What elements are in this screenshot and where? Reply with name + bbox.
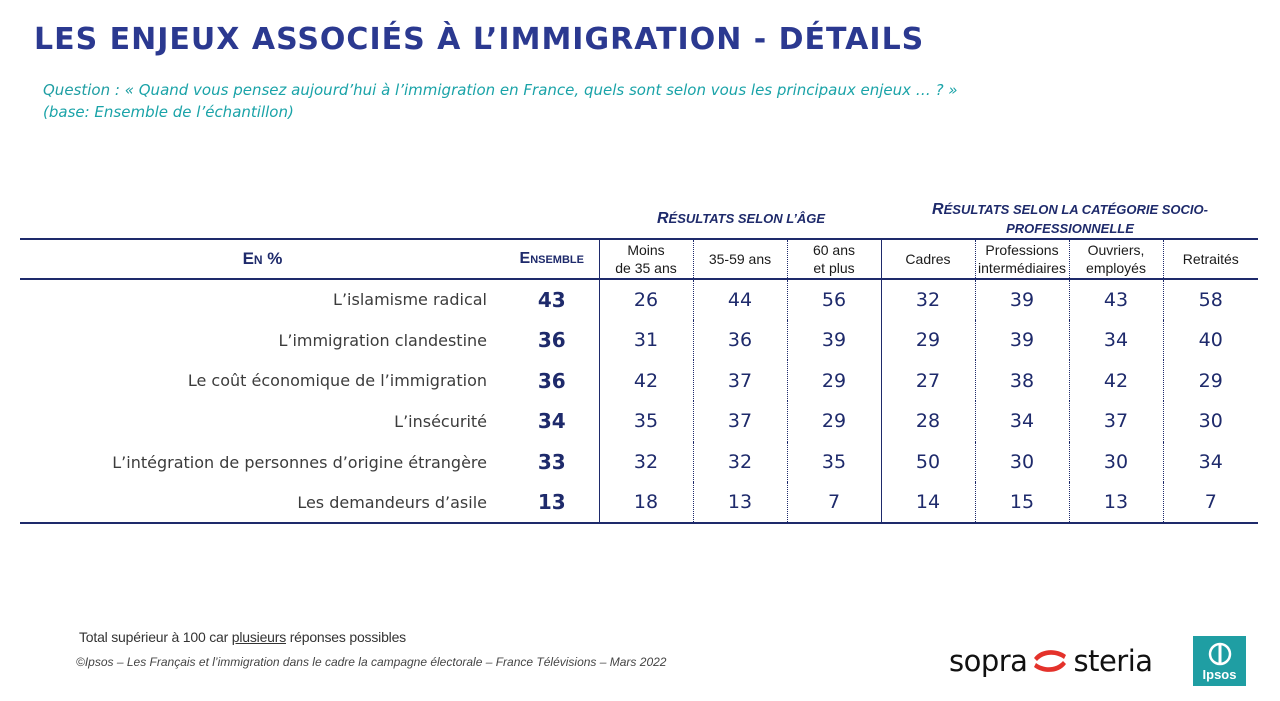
- cell-value: 37: [692, 401, 787, 442]
- cell-value: 7: [1162, 482, 1258, 524]
- table-row: Les demandeurs d’asile 13 18 13 7 14 15 …: [20, 482, 1258, 524]
- question-open-quote: «: [124, 81, 134, 99]
- cell-value: 34: [1162, 441, 1258, 483]
- cell-ensemble: 36: [537, 328, 566, 353]
- cell-value: 29: [1162, 360, 1258, 402]
- header-ensemble: Ensemble: [519, 250, 584, 267]
- cell-value: 15: [974, 482, 1069, 524]
- cell-value: 18: [598, 482, 693, 524]
- header-col-cadres: Cadres: [880, 239, 975, 279]
- cell-value: 28: [880, 401, 975, 442]
- group-header-age: Résultats selon l’âge: [600, 209, 882, 228]
- cell-value: 39: [786, 319, 881, 361]
- cell-value: 14: [880, 482, 975, 524]
- cell-value: 32: [692, 441, 787, 483]
- row-label: Le coût économique de l’immigration: [187, 371, 487, 391]
- header-col-35-59: 35-59 ans: [692, 239, 787, 279]
- table-row: L’islamisme radical 43 26 44 56 32 39 43…: [20, 279, 1258, 320]
- cell-value: 27: [880, 360, 975, 402]
- cell-value: 44: [692, 279, 787, 320]
- group-age-initial: R: [656, 210, 669, 227]
- cell-value: 39: [974, 319, 1069, 361]
- sopra-text: sopra: [949, 644, 1028, 678]
- cell-value: 31: [598, 319, 693, 361]
- cell-value: 40: [1162, 319, 1258, 361]
- cell-value: 36: [692, 319, 787, 361]
- cell-value: 29: [786, 401, 881, 442]
- cell-value: 38: [974, 360, 1069, 402]
- cell-value: 29: [880, 319, 975, 361]
- cell-value: 56: [786, 279, 881, 320]
- header-col-retraites: Retraités: [1162, 239, 1258, 279]
- cell-value: 32: [598, 441, 693, 483]
- row-label: L’insécurité: [394, 411, 487, 431]
- header-col-professions: Professions intermédiaires: [974, 239, 1069, 279]
- cell-value: 30: [1162, 401, 1258, 442]
- header-col-60-plus: 60 ans et plus: [786, 239, 881, 279]
- row-label: L’islamisme radical: [333, 290, 487, 310]
- cell-value: 50: [880, 441, 975, 483]
- cell-value: 37: [1068, 401, 1163, 442]
- cell-value: 43: [1068, 279, 1163, 320]
- cell-value: 30: [1068, 441, 1163, 483]
- cell-value: 34: [974, 401, 1069, 442]
- group-age-text: ésultats selon l’âge: [668, 211, 826, 226]
- footnote: Total supérieur à 100 car plusieurs répo…: [79, 629, 406, 645]
- group-csp-initial: R: [932, 201, 944, 218]
- header-col-ouvriers: Ouvriers, employés: [1068, 239, 1163, 279]
- cell-value: 42: [598, 360, 693, 402]
- cell-value: 29: [786, 360, 881, 402]
- cell-value: 30: [974, 441, 1069, 483]
- ipsos-mark-icon: [1208, 642, 1232, 666]
- ipsos-logo: Ipsos: [1193, 636, 1246, 686]
- cell-value: 58: [1162, 279, 1258, 320]
- question-block: Question : « Quand vous pensez aujourd’h…: [43, 79, 958, 123]
- group-csp-line1: Résultats selon la catégorie socio-: [882, 200, 1258, 219]
- cell-value: 39: [974, 279, 1069, 320]
- header-row: En % Ensemble Moins de 35 ans 35-59 ans 6…: [20, 239, 1258, 279]
- question-base: (base: Ensemble de l’échantillon): [43, 103, 294, 121]
- cell-value: 35: [598, 401, 693, 442]
- header-label: En %: [242, 249, 283, 268]
- row-label: L’immigration clandestine: [278, 330, 487, 350]
- ipsos-word: Ipsos: [1202, 667, 1237, 682]
- page-title: LES ENJEUX ASSOCIÉS À L’IMMIGRATION - DÉ…: [34, 22, 925, 57]
- table-row: L’insécurité 34 35 37 29 28 34 37 30: [20, 401, 1258, 442]
- sopra-steria-logo: sopra steria: [949, 643, 1153, 679]
- cell-ensemble: 36: [537, 368, 566, 393]
- cell-value: 34: [1068, 319, 1163, 361]
- header-col-under-35: Moins de 35 ans: [598, 239, 693, 279]
- group-header-csp: Résultats selon la catégorie socio- prof…: [882, 200, 1258, 238]
- table-row: L’immigration clandestine 36 31 36 39 29…: [20, 319, 1258, 361]
- steria-text: steria: [1073, 644, 1153, 678]
- cell-value: 13: [1068, 482, 1163, 524]
- cell-ensemble: 34: [537, 409, 566, 434]
- group-csp-line2: professionnelle: [1006, 221, 1134, 236]
- cell-ensemble: 13: [537, 490, 566, 515]
- cell-value: 26: [598, 279, 693, 320]
- table-row: L’intégration de personnes d’origine étr…: [20, 441, 1258, 483]
- cell-value: 7: [786, 482, 881, 524]
- cell-value: 42: [1068, 360, 1163, 402]
- source-line: ©Ipsos – Les Français et l’immigration d…: [76, 655, 667, 669]
- question-line: Question : « Quand vous pensez aujourd’h…: [43, 79, 958, 101]
- cell-ensemble: 33: [537, 450, 566, 475]
- cell-value: 35: [786, 441, 881, 483]
- cell-value: 13: [692, 482, 787, 524]
- group-csp-text: ésultats selon la catégorie socio-: [943, 202, 1208, 217]
- cell-ensemble: 43: [537, 287, 566, 312]
- cell-value: 37: [692, 360, 787, 402]
- question-label: Question :: [43, 81, 120, 99]
- results-table: En % Ensemble Moins de 35 ans 35-59 ans 6…: [20, 238, 1258, 524]
- row-label: Les demandeurs d’asile: [297, 492, 487, 512]
- table-row: Le coût économique de l’immigration 36 4…: [20, 360, 1258, 402]
- row-label: L’intégration de personnes d’origine étr…: [112, 452, 487, 472]
- cell-value: 32: [880, 279, 975, 320]
- sopra-swoosh-icon: [1034, 650, 1067, 672]
- question-text: Quand vous pensez aujourd’hui à l’immigr…: [138, 81, 958, 99]
